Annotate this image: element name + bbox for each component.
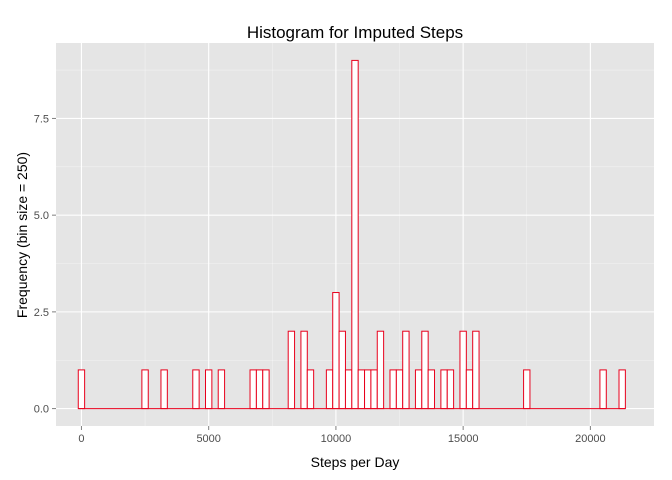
histogram-bar	[205, 369, 213, 410]
histogram-bar	[370, 369, 378, 410]
y-tick-label: 0.0	[34, 404, 49, 416]
histogram-bar	[427, 369, 436, 410]
histogram-bar	[599, 369, 607, 410]
histogram-bar	[351, 59, 359, 410]
histogram-bar	[332, 292, 340, 410]
histogram-bar	[300, 330, 308, 410]
histogram-bar	[376, 330, 385, 410]
y-tick-label: 5.0	[34, 210, 49, 222]
histogram-bar	[523, 369, 531, 410]
axis-ticks	[52, 117, 591, 430]
histogram-bar	[160, 369, 168, 410]
y-axis-label: Frequency (bin size = 250)	[14, 152, 30, 318]
histogram-bars	[77, 59, 626, 410]
histogram-bar	[364, 369, 372, 410]
histogram-bar	[192, 369, 200, 410]
histogram-bar	[421, 330, 429, 410]
histogram-bar	[459, 330, 467, 410]
x-axis-label: Steps per Day	[311, 454, 400, 470]
histogram-bar	[402, 330, 410, 410]
axis-tick-labels: 0 5000 10000 15000 20000 0.0 2.5 5.0 7.5	[34, 113, 606, 445]
histogram-bar	[472, 330, 480, 410]
histogram-bar	[344, 369, 353, 410]
histogram-bar	[306, 369, 315, 410]
histogram-bar	[357, 369, 366, 410]
histogram-bar	[141, 369, 149, 410]
x-tick-label: 10000	[321, 433, 352, 445]
histogram-bar	[249, 369, 257, 410]
chart-title: Histogram for Imputed Steps	[247, 23, 463, 42]
histogram-bar	[338, 330, 346, 410]
histogram-bar	[414, 369, 423, 410]
x-tick-label: 0	[78, 433, 84, 445]
histogram-bar	[255, 369, 264, 410]
histogram-bar	[77, 369, 86, 410]
y-tick-label: 2.5	[34, 307, 49, 319]
histogram-bar	[262, 369, 270, 410]
histogram-bar	[287, 330, 296, 410]
histogram-bar	[446, 369, 455, 410]
x-tick-label: 5000	[196, 433, 220, 445]
histogram-bar	[440, 369, 448, 410]
histogram-bar	[325, 369, 334, 410]
histogram-bar	[217, 369, 226, 410]
histogram-bar	[618, 369, 626, 410]
histogram-bar	[395, 369, 404, 410]
x-tick-label: 15000	[448, 433, 479, 445]
x-tick-label: 20000	[575, 433, 606, 445]
histogram-bar	[389, 369, 397, 410]
histogram-bar	[465, 369, 474, 410]
y-tick-label: 7.5	[34, 113, 49, 125]
